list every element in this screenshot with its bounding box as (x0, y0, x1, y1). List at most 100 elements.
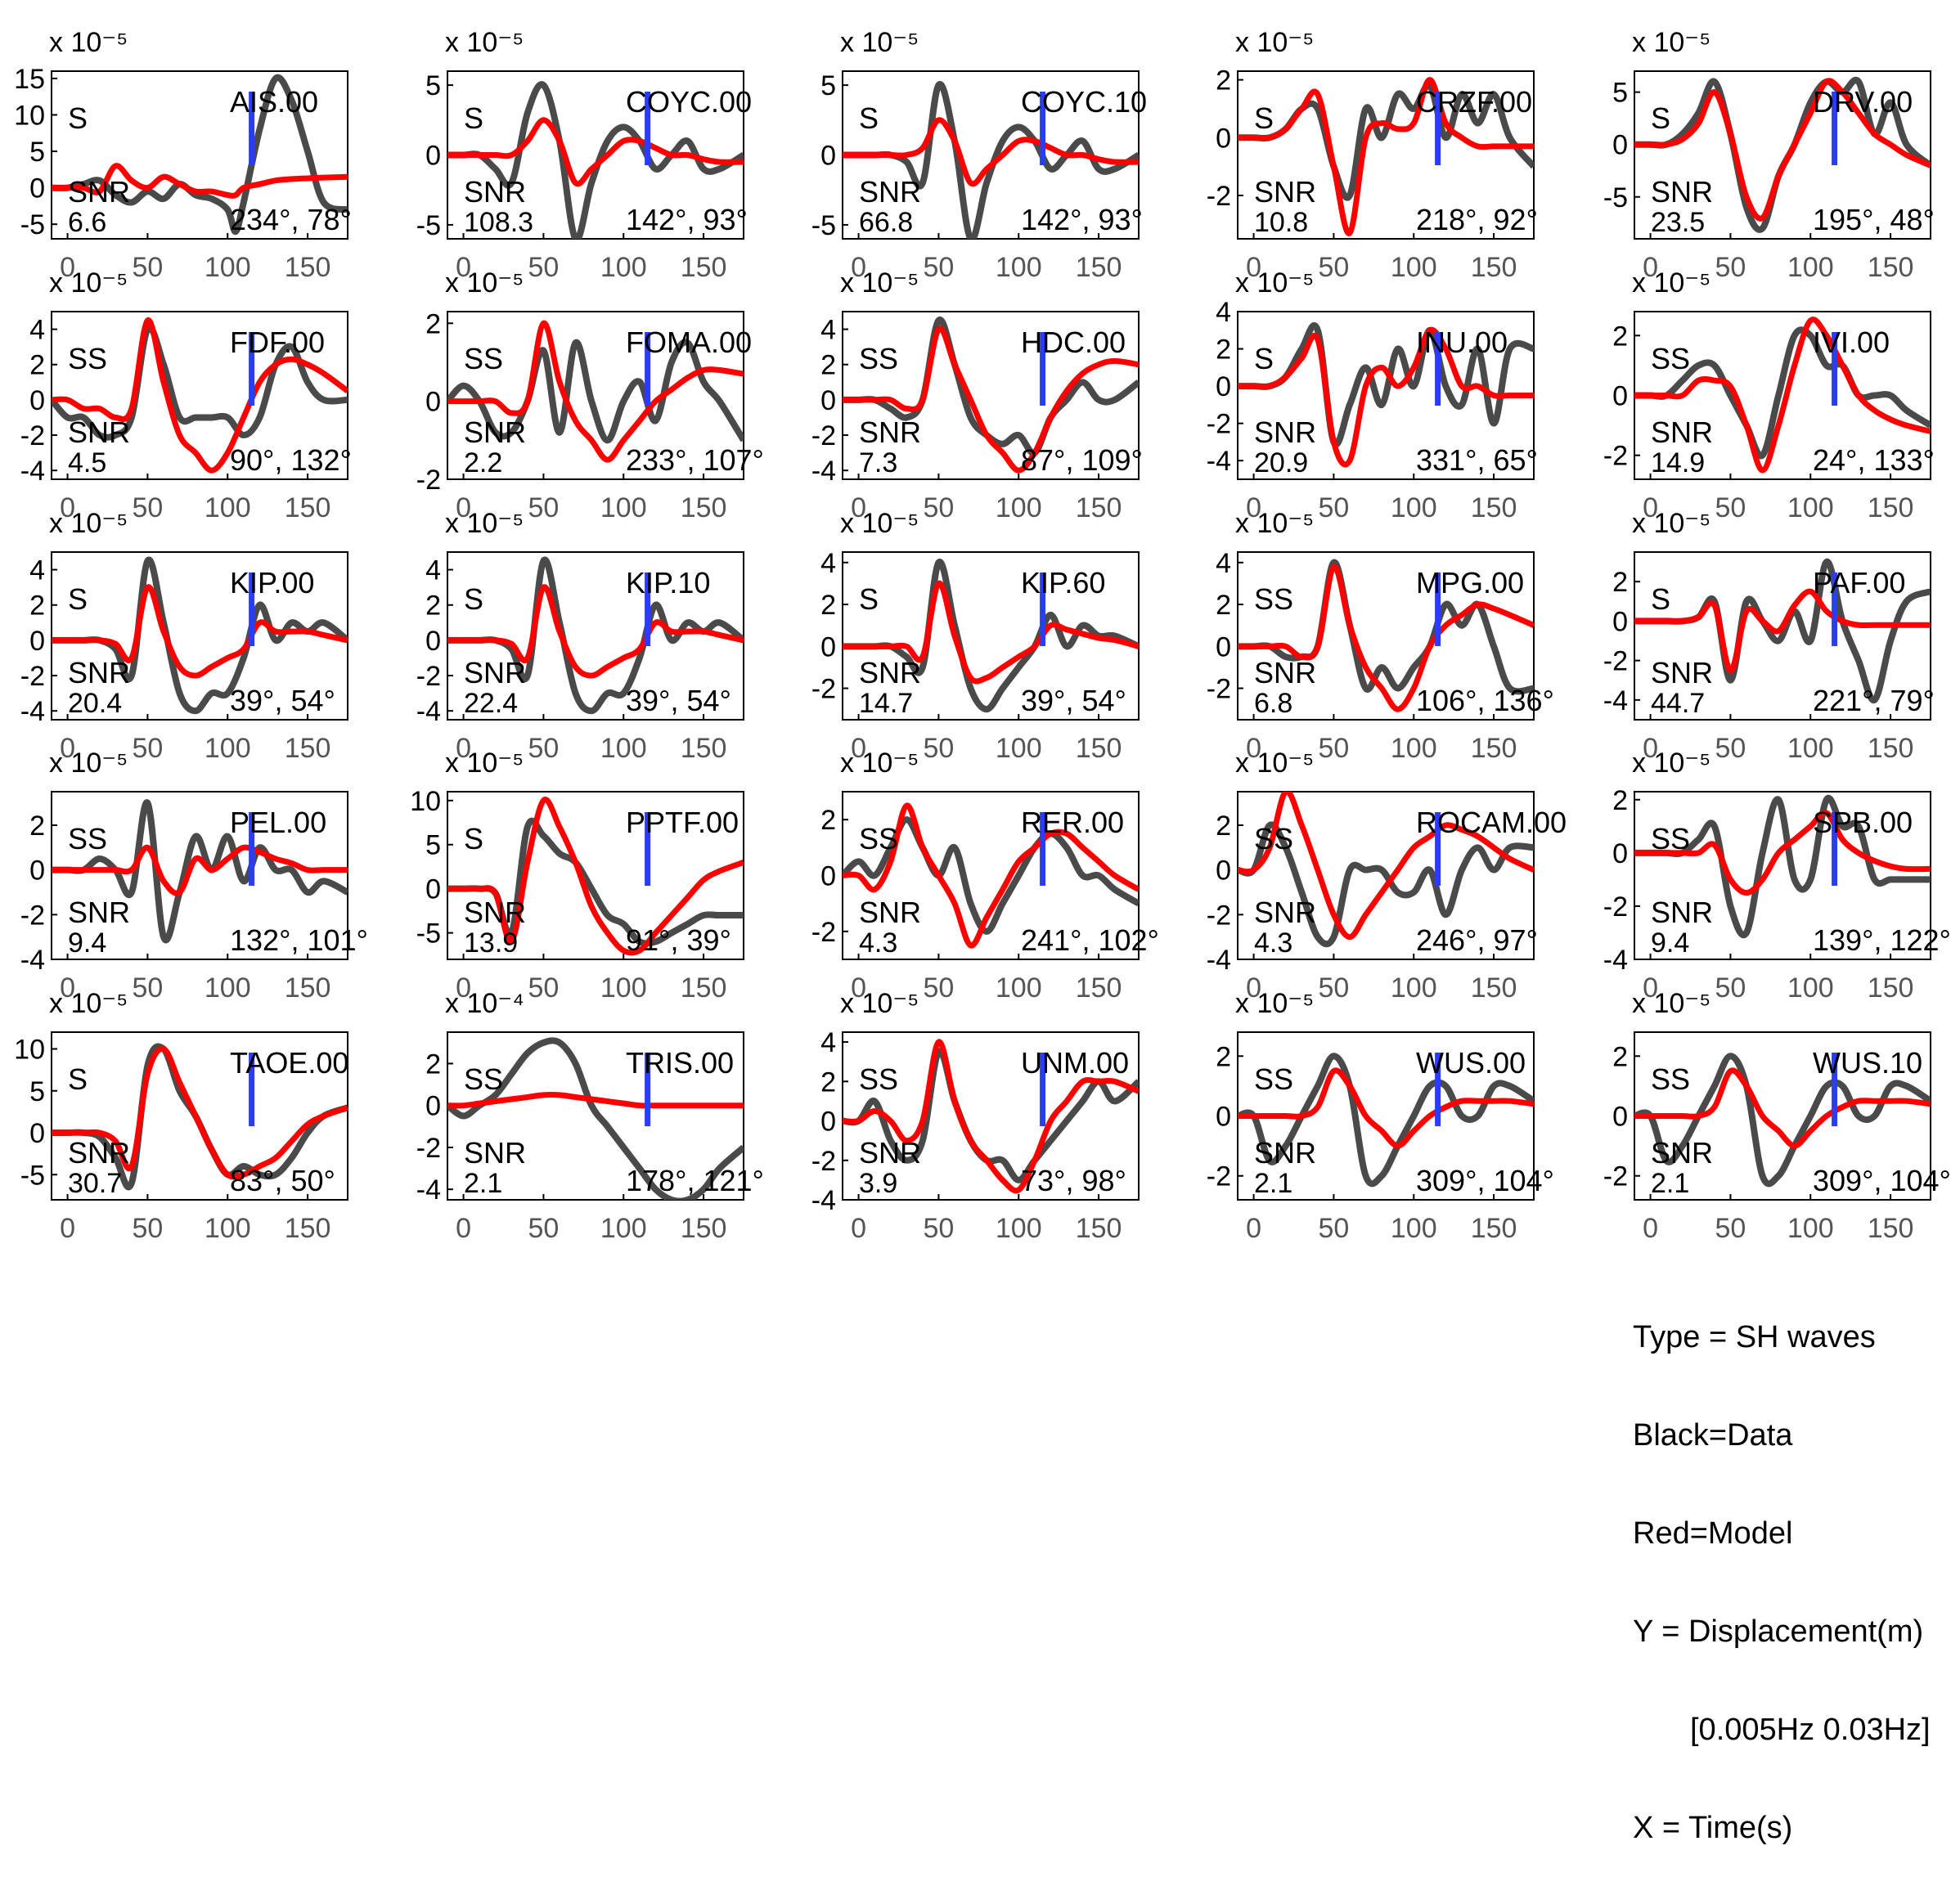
model-trace (447, 320, 744, 463)
y-tick-label: 0 (29, 626, 45, 657)
y-tick-label: 0 (820, 631, 836, 662)
angles-label: 241°, 102° (1021, 923, 1159, 957)
station-label: PEL.00 (230, 806, 326, 839)
angles-label: 233°, 107° (626, 443, 764, 477)
x-tick-label: 0 (1643, 1213, 1658, 1244)
y-tick-label: -2 (416, 1133, 441, 1164)
panel-frame (1237, 551, 1535, 721)
snr-label: SNR (1651, 656, 1713, 689)
snr-label: SNR (464, 656, 526, 689)
y-tick-label: 5 (425, 830, 441, 861)
snr-label: SNR (68, 1136, 130, 1170)
x-tick-label: 100 (1787, 492, 1834, 523)
y-tick-label: 15 (14, 64, 45, 95)
y-tick-label: -2 (1207, 1161, 1231, 1192)
x-tick-label: 100 (205, 492, 251, 523)
legend-y-line: Y = Displacement(m) (1633, 1614, 1924, 1649)
exponent-label: x 10⁻⁵ (1235, 508, 1314, 539)
model-trace (843, 326, 1139, 474)
angles-label: 139°, 122° (1813, 923, 1951, 957)
x-tick-label: 50 (528, 972, 559, 1004)
y-tick-label: 0 (820, 385, 836, 416)
y-tick-label: -2 (811, 420, 836, 451)
y-tick-label: 4 (29, 555, 45, 586)
model-trace (1238, 326, 1534, 468)
exponent-label: x 10⁻⁵ (49, 988, 128, 1019)
station-label: DRV.00 (1813, 85, 1913, 119)
x-tick-label: 100 (1391, 1213, 1437, 1244)
snr-value: 30.7 (68, 1168, 122, 1199)
snr-value: 7.3 (859, 447, 897, 478)
y-tick-label: -2 (1603, 441, 1628, 472)
station-label: PPTF.00 (626, 806, 739, 839)
snr-label: SNR (464, 1136, 526, 1170)
x-tick-label: 150 (1868, 733, 1914, 764)
phase-label: SS (1254, 1062, 1293, 1096)
snr-label: SNR (859, 415, 921, 449)
exponent-label: x 10⁻⁵ (445, 748, 524, 779)
x-tick-label: 150 (681, 492, 727, 523)
x-tick-label: 0 (60, 252, 75, 283)
snr-value: 20.9 (1254, 447, 1308, 478)
x-tick-label: 50 (1715, 733, 1746, 764)
angles-label: 73°, 98° (1021, 1164, 1126, 1197)
y-tick-label: 4 (820, 548, 836, 579)
model-trace (1634, 810, 1931, 896)
exponent-label: x 10⁻⁵ (1632, 988, 1711, 1019)
x-tick-label: 100 (205, 1213, 251, 1244)
y-tick-label: 2 (1216, 1041, 1231, 1072)
y-tick-label: 0 (1612, 1102, 1628, 1133)
x-tick-label: 50 (132, 972, 163, 1004)
x-tick-label: 100 (1391, 733, 1437, 764)
y-tick-label: 0 (425, 874, 441, 905)
model-trace (843, 117, 1139, 187)
figure-legend-note: Type = SH waves Black=Data Red=Model Y =… (1633, 1255, 1931, 1877)
snr-label: SNR (1254, 896, 1316, 929)
exponent-label: x 10⁻⁵ (1632, 748, 1711, 779)
station-label: TRIS.00 (626, 1046, 734, 1080)
phase-label: SS (859, 822, 898, 855)
angles-label: 91°, 39° (626, 923, 731, 957)
x-tick-label: 100 (1787, 972, 1834, 1004)
y-tick-label: 4 (820, 315, 836, 346)
panel-frame (842, 311, 1140, 480)
model-trace (52, 584, 348, 679)
x-tick-label: 150 (1076, 492, 1122, 523)
snr-label: SNR (859, 1136, 921, 1170)
snr-label: SNR (464, 175, 526, 209)
exponent-label: x 10⁻⁵ (49, 267, 128, 299)
snr-label: SNR (1651, 896, 1713, 929)
y-tick-label: 0 (820, 1107, 836, 1138)
snr-label: SNR (1651, 415, 1713, 449)
snr-value: 10.8 (1254, 207, 1308, 238)
x-tick-label: 150 (285, 733, 331, 764)
y-tick-label: 2 (820, 590, 836, 621)
angles-label: 132°, 101° (230, 923, 368, 957)
x-tick-label: 100 (996, 972, 1042, 1004)
panel-frame (842, 1031, 1140, 1201)
y-tick-label: -2 (1207, 181, 1231, 212)
phase-label: S (68, 101, 88, 135)
exponent-label: x 10⁻⁵ (840, 27, 919, 58)
x-tick-label: 150 (1868, 1213, 1914, 1244)
y-tick-label: -2 (811, 1146, 836, 1177)
x-tick-label: 150 (1076, 252, 1122, 283)
panel-frame (51, 1031, 348, 1201)
x-tick-label: 100 (205, 733, 251, 764)
y-tick-label: -2 (1603, 891, 1628, 923)
snr-value: 14.7 (859, 688, 913, 719)
phase-label: S (1254, 342, 1274, 375)
station-label: IVI.00 (1813, 326, 1890, 359)
panel-frame (51, 70, 348, 240)
y-tick-label: 2 (1612, 1041, 1628, 1072)
x-tick-label: 50 (923, 252, 954, 283)
